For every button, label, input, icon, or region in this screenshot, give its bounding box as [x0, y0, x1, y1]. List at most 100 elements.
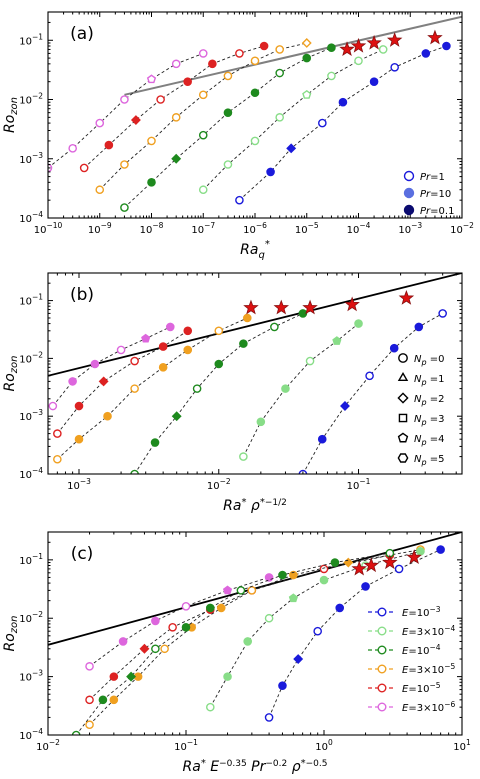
panel-3-data-point	[335, 603, 345, 613]
panel-2-data-point	[414, 322, 424, 332]
panel-2-data-point	[281, 384, 290, 393]
panel-3-legend-marker	[377, 683, 387, 693]
panel-1-data-point	[198, 49, 208, 58]
panel-2-series-line	[52, 326, 171, 407]
panel-2-series-line	[134, 312, 304, 474]
panel-1-data-point	[235, 49, 244, 58]
panel-2-data-point	[239, 452, 248, 461]
panel-2-y-tick-label: 10−2	[19, 350, 43, 365]
panel-3-xlabel: Ra* E−0.35 Pr−0.2 ρ*−0.5	[183, 758, 328, 775]
panel-1-y-tick-label: 10−1	[19, 32, 43, 47]
panel-1-data-point	[223, 160, 233, 169]
panel-2-data	[48, 273, 462, 474]
panel-1-xlabel: Raq*	[240, 239, 270, 261]
panel-1-data-point	[120, 203, 129, 212]
panel-2-data-point	[90, 359, 100, 369]
panel-3-data-point	[416, 547, 425, 556]
panel-2-data-point	[389, 343, 399, 353]
panel-1-data-point	[302, 53, 312, 63]
panel-3-plot: (c) Rozon Ra* E−0.35 Pr−0.2 ρ*−0.5 E=10−3 E=…	[2, 531, 463, 775]
panel-2-data-point	[340, 401, 350, 411]
panel-2-series-line	[57, 330, 189, 434]
panel-2-fit-line	[48, 273, 462, 377]
panel-1-data-point	[68, 144, 77, 153]
panel-2-data-point	[214, 326, 224, 336]
panel-1-data-point	[275, 68, 284, 78]
panel-3-legend-marker	[377, 645, 387, 655]
panel-2-legend-label: Np =3	[414, 414, 444, 427]
panel-1-data-point	[442, 41, 451, 51]
panel-3-data-point	[289, 570, 298, 580]
panel-3-data-point	[278, 570, 287, 580]
panel-1-series-line	[239, 45, 447, 201]
panel-3-data-point	[98, 695, 108, 705]
panel-3-data-point	[319, 575, 329, 585]
panel-1-data-point	[378, 45, 388, 54]
panel-2-star-marker	[398, 290, 415, 305]
panel-1-data-point	[223, 71, 233, 81]
panel-3-star-marker	[351, 560, 367, 576]
panel-1-data-point	[354, 56, 363, 66]
panel-3-data-point	[160, 644, 169, 654]
panel-1-data-point	[259, 41, 269, 51]
panel-3-data-point	[278, 681, 287, 690]
panel-1-y-tick-label: 10−3	[19, 151, 43, 166]
panel-2-data-point	[256, 417, 266, 427]
panel-2-legend-marker	[397, 453, 409, 463]
panel-1-x-tick-label: 10−5	[295, 221, 319, 236]
panel-3-data-point	[222, 585, 233, 595]
panel-2-data-point	[438, 309, 447, 318]
panel-3-data-point	[109, 672, 119, 681]
panel-3-data-point	[264, 713, 274, 722]
panel-1-data-point	[223, 108, 233, 117]
panel-3-data-point	[71, 730, 81, 735]
panel-2-legend-label: Np =2	[414, 394, 444, 407]
panel-1-fit-line	[124, 15, 462, 96]
panel-1-data-point	[301, 38, 312, 48]
panel-1-data-point	[95, 185, 105, 195]
panel-3-legend-label: E=3×10−6	[402, 700, 455, 714]
panel-2-data-point	[332, 336, 342, 345]
panel-3-legend-label: E=10−5	[402, 681, 441, 695]
panel-2-series-line	[302, 313, 443, 474]
panel-2-x-tick-label: 10−2	[207, 477, 231, 492]
panel-1-data-point	[235, 195, 244, 205]
panel-1-x-tick-label: 10−7	[191, 221, 215, 236]
panel-1-data-point	[275, 113, 284, 122]
panel-3-data-point	[206, 702, 215, 712]
panel-1-data-point	[250, 56, 260, 66]
panel-2-data-point	[298, 309, 308, 318]
panel-1-x-tick-label: 10−9	[88, 221, 112, 236]
panel-3-star-marker	[382, 554, 398, 570]
panel-1-data-point	[120, 160, 129, 169]
panel-2-legend-label: Np =0	[414, 354, 444, 367]
panel-2-data-point	[354, 319, 363, 328]
panel-2-legend-label: Np =5	[414, 454, 444, 467]
panel-1-data	[48, 15, 462, 212]
panel-3-series-line	[89, 554, 390, 701]
panel-3-data-point	[313, 626, 322, 636]
panel-1-star-marker	[386, 32, 403, 47]
panel-2-data-point	[165, 322, 175, 332]
panel-1-data-point	[95, 118, 105, 128]
panel-2-data-point	[305, 356, 315, 366]
panel-3-x-tick-label: 100	[315, 738, 333, 753]
panel-1-data-point	[146, 74, 157, 84]
panel-2-label: (b)	[70, 285, 94, 305]
panel-1-series-line	[99, 42, 307, 191]
panel-1-star-marker	[366, 34, 382, 50]
panel-1-data-point	[338, 97, 348, 107]
panel-3-data-point	[206, 603, 215, 613]
panel-1-data-point	[156, 95, 165, 104]
panel-2-plot: (b) Rozon Ra* ρ*−1/2 Np =0 Np =1 Np =2 Np =3 Np…	[2, 272, 463, 514]
panel-3-legend-marker	[377, 607, 387, 617]
panel-2-star-marker	[243, 299, 259, 315]
panel-3-data-point	[243, 637, 253, 646]
panel-2-data-point	[183, 326, 193, 336]
panel-2-xlabel: Ra* ρ*−1/2	[223, 497, 287, 514]
panel-1-x-tick-label: 10−2	[450, 221, 474, 236]
panel-2-star-marker	[273, 299, 290, 315]
panel-3-data-point	[330, 558, 340, 567]
panel-1-x-tick-label: 10−10	[34, 221, 63, 236]
